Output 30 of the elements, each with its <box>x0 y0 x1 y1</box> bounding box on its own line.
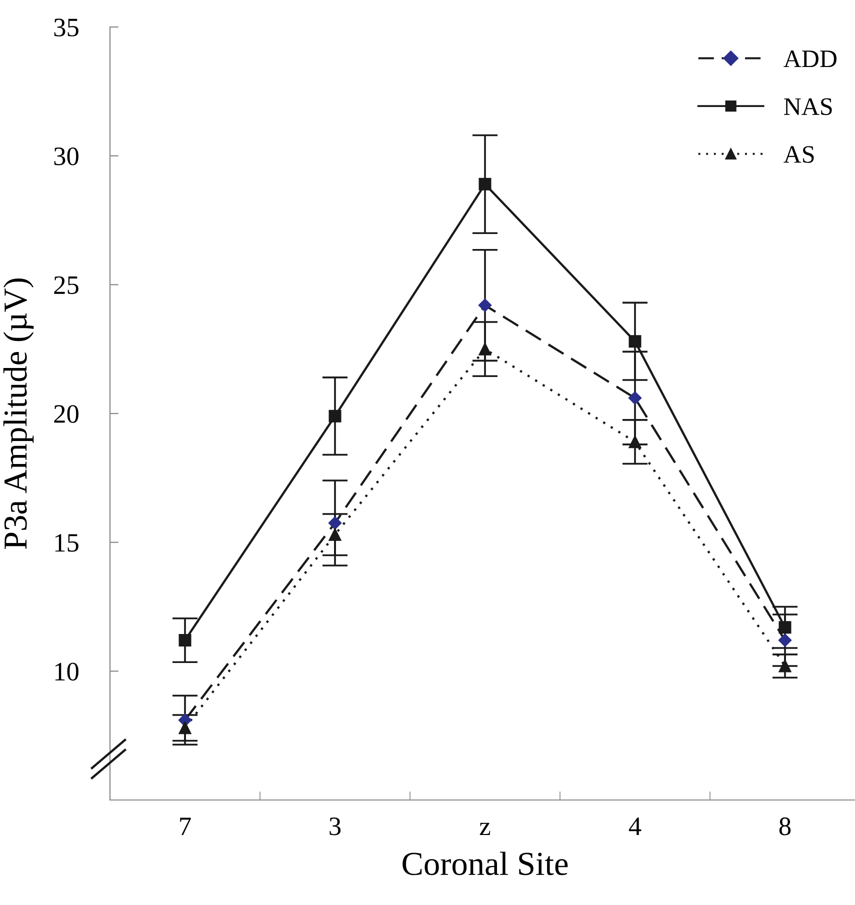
y-tick-label: 25 <box>54 276 78 294</box>
legend-label: ADD <box>784 50 836 68</box>
x-tick-label: 7 <box>180 818 191 835</box>
x-tick-label: 4 <box>628 818 642 835</box>
point <box>478 342 492 356</box>
x-tick-label: 8 <box>779 817 791 836</box>
legend-label: NAS <box>784 98 832 116</box>
y-axis-title: P3a Amplitude (µV) <box>3 278 34 549</box>
point <box>328 516 342 530</box>
point <box>178 634 192 646</box>
y-tick-label: 35 <box>54 18 78 36</box>
point <box>328 410 342 422</box>
y-tick-label: 10 <box>55 662 78 681</box>
x-tick-label: 3 <box>330 818 341 836</box>
point <box>628 335 642 348</box>
y-tick-label: 20 <box>54 405 78 423</box>
point <box>328 528 342 541</box>
point <box>778 634 792 647</box>
y-tick-label: 15 <box>55 534 78 552</box>
point <box>628 436 642 448</box>
x-tick-label: z <box>480 822 490 835</box>
x-axis-title: Coronal Site <box>402 852 568 876</box>
legend-label: AS <box>784 146 814 163</box>
point <box>778 621 792 634</box>
y-tick-label: 30 <box>54 147 78 166</box>
point <box>628 391 642 405</box>
point <box>478 178 492 190</box>
point <box>178 722 192 734</box>
point <box>478 298 492 312</box>
point <box>778 660 792 672</box>
